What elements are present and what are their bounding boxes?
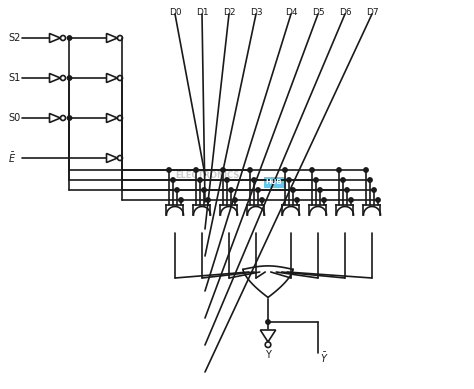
Circle shape xyxy=(167,168,171,172)
Circle shape xyxy=(202,188,206,192)
Circle shape xyxy=(322,198,326,202)
Circle shape xyxy=(221,168,225,172)
Circle shape xyxy=(248,168,252,172)
Circle shape xyxy=(364,168,368,172)
Text: $\bar{Y}$: $\bar{Y}$ xyxy=(320,350,328,364)
Bar xyxy=(264,177,286,188)
Circle shape xyxy=(318,188,322,192)
Text: D7: D7 xyxy=(365,8,378,17)
Circle shape xyxy=(291,188,295,192)
Circle shape xyxy=(175,188,179,192)
Circle shape xyxy=(337,168,341,172)
Circle shape xyxy=(256,188,260,192)
Circle shape xyxy=(341,178,345,182)
Text: ELECTRONICS: ELECTRONICS xyxy=(175,171,239,180)
Circle shape xyxy=(171,178,175,182)
Circle shape xyxy=(198,178,202,182)
Circle shape xyxy=(229,188,233,192)
Circle shape xyxy=(67,36,72,40)
Circle shape xyxy=(206,198,210,202)
Text: D3: D3 xyxy=(250,8,262,17)
Circle shape xyxy=(372,188,376,192)
Text: D1: D1 xyxy=(196,8,208,17)
Text: S1: S1 xyxy=(8,73,20,83)
Text: S0: S0 xyxy=(8,113,20,123)
Circle shape xyxy=(295,198,299,202)
Circle shape xyxy=(252,178,256,182)
Circle shape xyxy=(179,198,183,202)
Circle shape xyxy=(266,320,270,324)
Circle shape xyxy=(67,116,72,120)
Circle shape xyxy=(368,178,372,182)
Circle shape xyxy=(233,198,237,202)
Circle shape xyxy=(260,198,264,202)
Text: $\bar{E}$: $\bar{E}$ xyxy=(8,151,16,165)
Text: D6: D6 xyxy=(339,8,351,17)
Circle shape xyxy=(310,168,314,172)
Circle shape xyxy=(345,188,349,192)
Circle shape xyxy=(287,178,291,182)
Text: D0: D0 xyxy=(169,8,182,17)
Circle shape xyxy=(314,178,318,182)
Circle shape xyxy=(225,178,229,182)
Text: Y: Y xyxy=(265,350,271,361)
Circle shape xyxy=(194,168,198,172)
Circle shape xyxy=(67,76,72,80)
Circle shape xyxy=(283,168,287,172)
Text: D5: D5 xyxy=(312,8,324,17)
Text: D2: D2 xyxy=(223,8,235,17)
Circle shape xyxy=(376,198,380,202)
Text: HUB: HUB xyxy=(265,179,282,185)
Text: D4: D4 xyxy=(285,8,297,17)
Circle shape xyxy=(349,198,353,202)
Text: S2: S2 xyxy=(8,33,20,43)
